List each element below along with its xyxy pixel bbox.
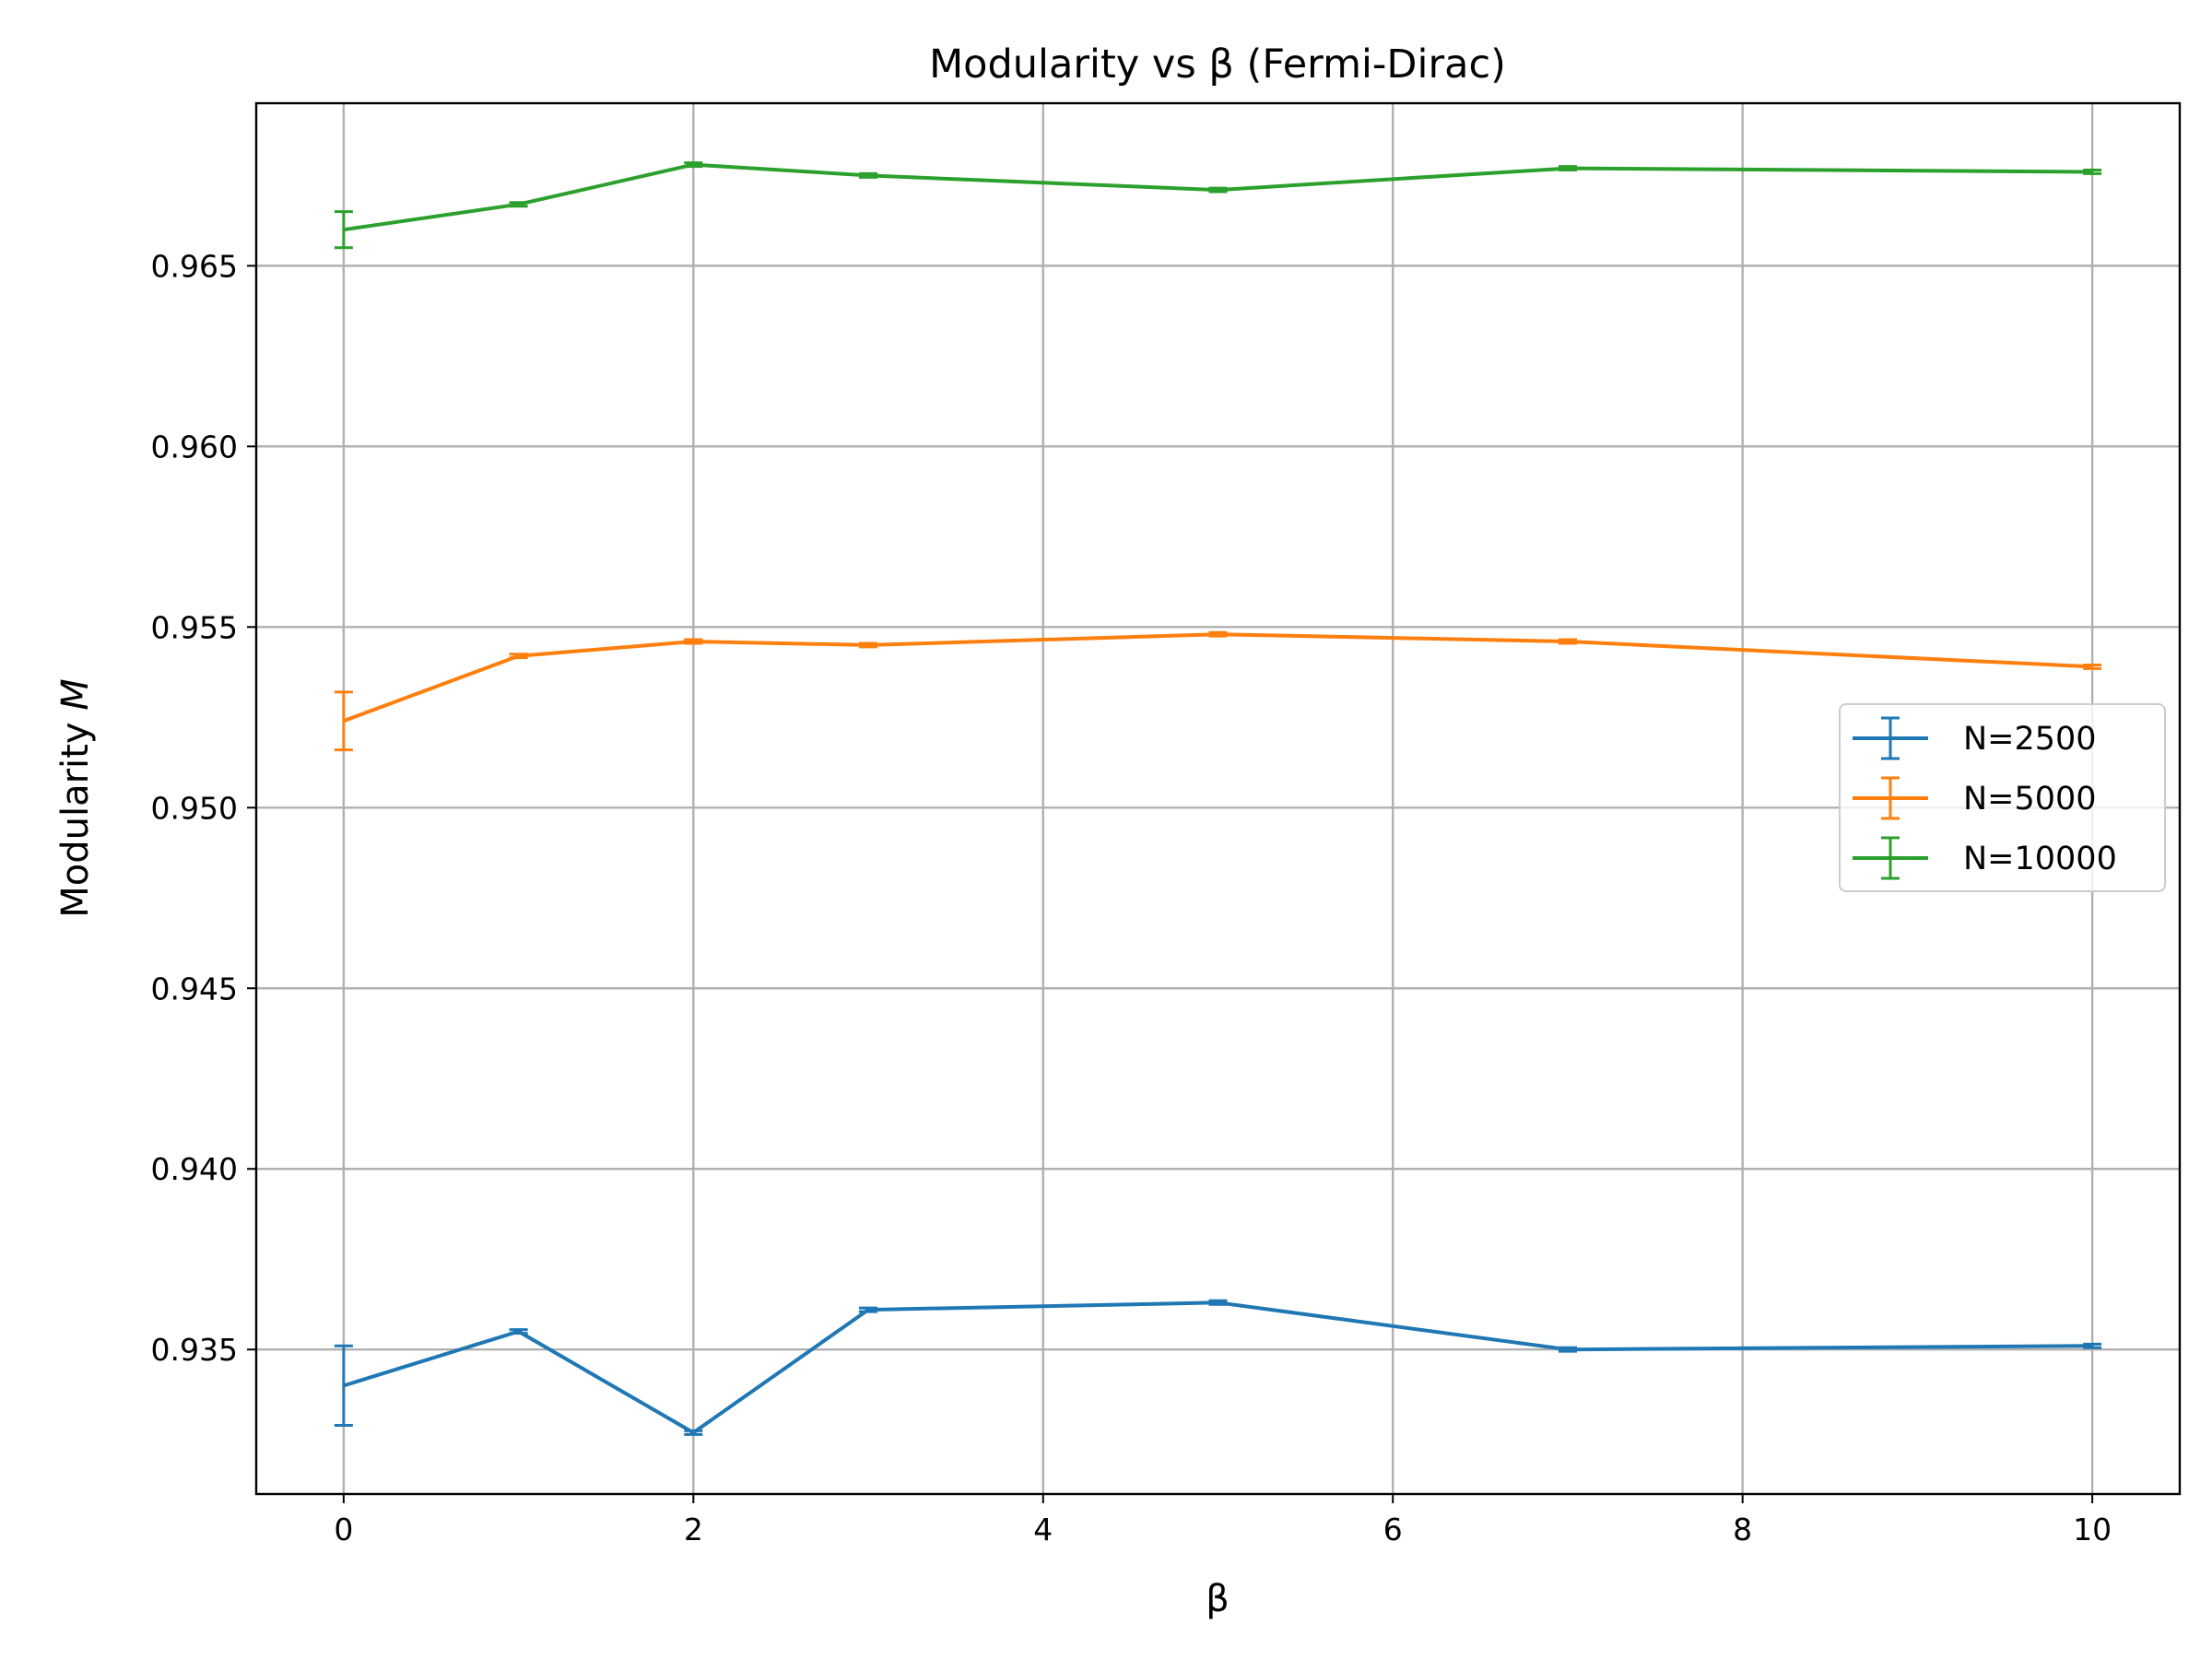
- error-bar: [2083, 169, 2102, 175]
- y-tick-label: 0.955: [151, 609, 238, 645]
- legend-label: N=5000: [1963, 781, 2097, 818]
- error-bar: [684, 161, 703, 169]
- x-tick-label: 6: [1383, 1512, 1403, 1547]
- x-axis-label: β: [1206, 1578, 1230, 1620]
- error-bar: [1208, 630, 1228, 638]
- error-bar: [1558, 165, 1577, 172]
- y-axis-label: Modularity M: [54, 678, 97, 918]
- error-bar: [859, 1306, 878, 1313]
- error-bar: [509, 653, 528, 660]
- axis-ticks: 0 2 4 6 8 10 0.935 0.940 0.945 0.950 0.955 0.960 0.9…: [151, 248, 2112, 1547]
- error-bar: [509, 201, 528, 208]
- legend-label: N=2500: [1963, 721, 2097, 758]
- legend-item: N=10000: [1853, 836, 2117, 880]
- series-n-5000: [334, 630, 2102, 752]
- series-n-2500: [334, 1299, 2102, 1436]
- y-tick-label: 0.940: [151, 1151, 238, 1187]
- plot-frame: [254, 101, 2182, 1496]
- error-bar: [684, 638, 703, 645]
- series-layer: [334, 161, 2102, 1436]
- error-bar: [859, 641, 878, 649]
- legend-item: N=2500: [1853, 716, 2097, 760]
- error-bar: [684, 1429, 703, 1436]
- error-bar: [334, 690, 353, 752]
- legend: N=2500 N=5000 N=10000: [1839, 703, 2166, 892]
- error-bar: [334, 210, 353, 250]
- error-bar: [1208, 1299, 1228, 1306]
- series-n-10000: [334, 161, 2102, 250]
- chart-title: Modularity vs β (Fermi-Dirac): [929, 41, 1506, 88]
- legend-item: N=5000: [1853, 776, 2097, 820]
- y-tick-label: 0.965: [151, 248, 238, 284]
- x-tick-label: 4: [1033, 1512, 1053, 1547]
- x-tick-label: 0: [334, 1512, 353, 1547]
- x-tick-label: 2: [684, 1512, 703, 1547]
- error-bar: [1208, 186, 1228, 194]
- legend-label: N=10000: [1963, 841, 2117, 877]
- x-tick-label: 8: [1733, 1512, 1752, 1547]
- error-bar: [2083, 1342, 2102, 1349]
- error-bar: [509, 1328, 528, 1335]
- x-tick-label: 10: [2073, 1512, 2112, 1547]
- error-bar: [2083, 663, 2102, 670]
- y-axis-label-prefix: Modularity: [54, 711, 97, 918]
- error-bar: [1558, 638, 1577, 645]
- error-bar: [334, 1344, 353, 1428]
- y-axis-label-symbol: M: [54, 678, 97, 711]
- legend-box: [1839, 703, 2166, 892]
- error-bar: [859, 171, 878, 179]
- error-bar: [1558, 1346, 1577, 1353]
- y-tick-label: 0.945: [151, 971, 238, 1006]
- y-tick-label: 0.950: [151, 790, 238, 826]
- y-tick-label: 0.935: [151, 1332, 238, 1368]
- y-tick-label: 0.960: [151, 429, 238, 465]
